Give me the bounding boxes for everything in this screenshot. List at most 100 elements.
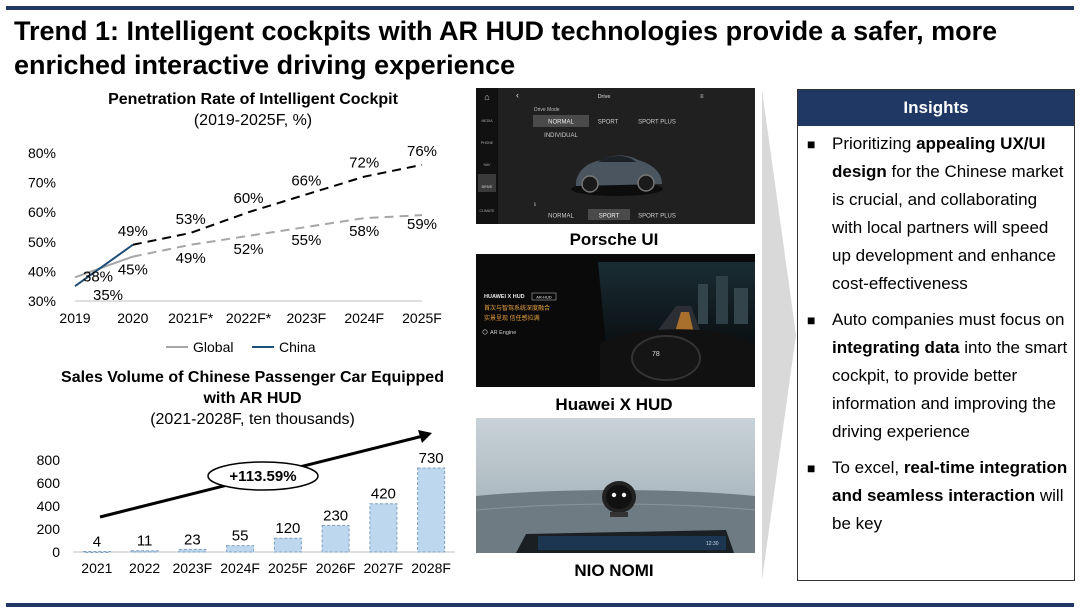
x-tick-label: 2022F*	[226, 310, 272, 326]
china-data-label: 76%	[407, 143, 437, 160]
ar-hud-sales-bar-chart: 0 200 400 600 800 4 2021 11 2022 23 2023F 55 2024F 12…	[37, 430, 455, 576]
home-icon: ⌂	[484, 92, 489, 102]
caption-nio: NIO NOMI	[574, 561, 654, 580]
nio-clock: 12:30	[706, 541, 719, 547]
nio-nomi-screen: 12:30	[476, 418, 755, 553]
global-line-actual	[74, 255, 134, 279]
bar-value-label: 420	[371, 486, 396, 503]
china-line-forecast	[132, 163, 423, 246]
bottom-mode-normal: NORMAL	[548, 214, 574, 220]
side-item-drive: DRIVE	[482, 185, 493, 189]
x-tick-label: 2021F*	[168, 310, 214, 326]
porsche-ui-screen: ⌂ MEDIA PHONE NAV DRIVE CLIMATE ‹ Drive …	[476, 88, 755, 224]
bar-chart-title: Sales Volume of Chinese Passenger Car Eq…	[60, 367, 445, 430]
global-data-label: 49%	[176, 250, 206, 267]
back-icon: ‹	[516, 90, 519, 100]
y-tick-label: 40%	[28, 263, 56, 279]
bullet-icon: ■	[807, 136, 816, 152]
bar-chart-subtitle: (2021-2028F, ten thousands)	[150, 411, 355, 428]
line-chart-title: Penetration Rate of Intelligent Cockpit …	[40, 89, 466, 131]
huawei-hud-image: 78 HUAWEI X HUD AR-HUD 首次与智驾系统深度融合 实景呈现 …	[476, 254, 755, 387]
line-chart-title-main: Penetration Rate of Intelligent Cockpit	[108, 91, 398, 108]
trend-arrow-head	[418, 430, 432, 443]
insights-list: ■ Prioritizing appealing UX/UI design for…	[798, 130, 1074, 538]
china-data-label: 53%	[176, 211, 206, 228]
global-data-label: 55%	[291, 232, 321, 249]
bar	[178, 548, 207, 553]
y-tick-label: 30%	[28, 293, 56, 309]
side-item-climate: CLIMATE	[480, 209, 496, 213]
global-line-forecast	[132, 214, 423, 258]
y-tick-label: 400	[37, 498, 61, 514]
bar	[417, 467, 446, 553]
bar-value-label: 11	[137, 533, 153, 550]
x-tick-label: 2025F	[268, 560, 308, 576]
huawei-badge: AR-HUD	[536, 295, 552, 300]
penetration-line-chart: 30% 40% 50% 60% 70% 80% 2019 2020 2021F* 2022F* 20…	[28, 143, 442, 355]
side-item-phone: PHONE	[481, 141, 494, 145]
x-tick-label: 2019	[59, 310, 90, 326]
caption-huawei: Huawei X HUD	[555, 395, 673, 414]
y-tick-label: 60%	[28, 204, 56, 220]
china-line-actual	[74, 243, 134, 288]
huawei-engine: AR Engine	[490, 330, 516, 336]
caption-porsche: Porsche UI	[569, 230, 659, 249]
bar	[273, 537, 302, 553]
nomi-robot-icon	[602, 481, 636, 517]
growth-annotation: +113.59%	[229, 468, 296, 485]
y-tick-label: 600	[37, 475, 61, 491]
porsche-ui-image: ⌂ MEDIA PHONE NAV DRIVE CLIMATE ‹ Drive …	[476, 88, 755, 224]
huawei-line2: 实景呈现 信任感拉满	[484, 314, 540, 322]
insight-item: ■ Prioritizing appealing UX/UI design for…	[798, 130, 1074, 298]
line-chart-subtitle: (2019-2025F, %)	[193, 112, 313, 129]
menu-icon: ≡	[700, 94, 704, 100]
bar	[226, 545, 255, 553]
bar	[369, 503, 398, 553]
legend-china-label: China	[279, 339, 316, 355]
x-tick-label: 2026F	[316, 560, 356, 576]
china-data-label: 66%	[291, 172, 321, 189]
y-tick-label: 80%	[28, 145, 56, 161]
x-tick-label: 2023F	[173, 560, 213, 576]
bar	[321, 525, 350, 553]
y-tick-label: 70%	[28, 175, 56, 191]
bottom-mode-sport: SPORT	[599, 214, 620, 220]
y-tick-label: 800	[37, 452, 61, 468]
bar	[130, 550, 159, 553]
bar-value-label: 230	[323, 508, 348, 525]
drive-mode-label: Drive Mode	[534, 107, 560, 113]
insights-title: Insights	[798, 90, 1074, 126]
speed-readout: 78	[652, 351, 660, 358]
mode-individual: INDIVIDUAL	[544, 133, 578, 139]
mode-sport: SPORT	[598, 120, 619, 126]
china-data-label: 49%	[118, 223, 148, 240]
bullet-icon: ■	[807, 460, 816, 476]
global-data-label: 38%	[83, 268, 113, 285]
insight-item: ■ Auto companies must focus on integratin…	[798, 306, 1074, 446]
huawei-line1: 首次与智驾系统深度融合	[484, 304, 550, 312]
bottom-rule	[6, 603, 1074, 607]
x-tick-label: 2021	[81, 560, 112, 576]
top-rule	[6, 6, 1074, 10]
bar-chart-title-main: Sales Volume of Chinese Passenger Car Eq…	[61, 369, 444, 407]
bar-value-label: 55	[232, 528, 249, 545]
insight-item: ■ To excel, real-time integration and sea…	[798, 454, 1074, 538]
bar	[82, 551, 111, 554]
mode-sport-plus: SPORT PLUS	[638, 120, 676, 126]
huawei-brand: HUAWEI X HUD	[484, 294, 525, 300]
bar-value-label: 23	[184, 531, 201, 548]
x-tick-label: 2024F	[344, 310, 384, 326]
huawei-hud-screen: 78 HUAWEI X HUD AR-HUD 首次与智驾系统深度融合 实景呈现 …	[476, 254, 755, 387]
mode-normal: NORMAL	[548, 120, 574, 126]
x-tick-label: 2023F	[286, 310, 326, 326]
x-tick-label: 2025F	[402, 310, 442, 326]
x-tick-label: 2028F	[411, 560, 451, 576]
chevron-connector	[762, 90, 796, 580]
china-data-label: 72%	[349, 155, 379, 172]
growth-badge	[207, 461, 319, 491]
y-tick-label: 0	[52, 544, 60, 560]
global-data-label: 59%	[407, 216, 437, 233]
global-data-label: 52%	[233, 241, 263, 258]
bar-value-label: 730	[419, 450, 444, 467]
nio-nomi-image: 12:30	[476, 418, 755, 553]
